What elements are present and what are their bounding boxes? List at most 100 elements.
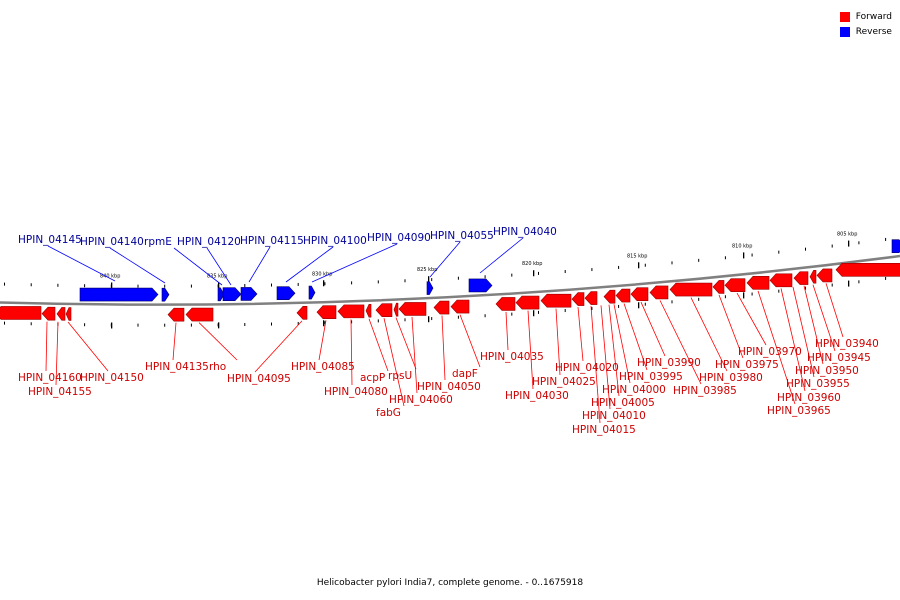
forward-gene-label: HPIN_03990 [637, 357, 701, 369]
forward-gene-arrow [816, 268, 833, 283]
major-tick [323, 280, 325, 287]
leader-line [350, 319, 353, 386]
minor-tick [831, 283, 833, 287]
minor-tick [4, 282, 5, 286]
minor-tick [511, 312, 513, 316]
forward-gene-label: HPIN_03985 [673, 385, 737, 397]
scale-tick-label: 820 kbp [522, 261, 542, 267]
major-tick [638, 262, 640, 269]
leader-line [555, 308, 561, 376]
forward-gene-label: HPIN_04050 [417, 381, 481, 393]
leader-line [109, 247, 166, 284]
minor-tick [30, 322, 32, 326]
leader-line [479, 237, 524, 274]
minor-tick [190, 284, 192, 288]
leader-line [690, 297, 728, 372]
leader-line [285, 246, 334, 283]
forward-gene-label: HPIN_03965 [767, 405, 831, 417]
leader-line [55, 321, 59, 386]
reverse-gene-label: HPIN_04100 [303, 235, 367, 247]
major-tick [848, 280, 850, 287]
leader-line [395, 317, 417, 370]
forward-gene-arrow [835, 262, 900, 277]
forward-gene-label: HPIN_04095 [227, 373, 291, 385]
minor-tick [805, 247, 806, 251]
forward-gene-label: HPIN_04000 [602, 384, 666, 396]
minor-tick [297, 282, 299, 286]
leader-line [718, 294, 744, 359]
major-tick [218, 282, 220, 289]
minor-tick [671, 300, 673, 304]
minor-tick [377, 280, 379, 284]
gene-features [0, 239, 900, 322]
forward-gene-arrow [495, 297, 516, 311]
minor-tick [324, 321, 326, 325]
minor-tick [618, 265, 620, 269]
reverse-gene-arrow [891, 239, 900, 253]
leader-line [600, 305, 611, 410]
reverse-gene-arrow [308, 285, 316, 300]
minor-tick [698, 258, 700, 262]
leader-line [736, 292, 767, 346]
forward-gene-arrow [41, 306, 56, 321]
minor-tick [57, 283, 59, 287]
leader-line [248, 246, 271, 283]
leader-line [505, 311, 509, 351]
minor-tick [271, 283, 272, 287]
forward-gene-arrow [393, 302, 399, 317]
legend: Forward Reverse [839, 9, 892, 39]
forward-gene-arrow [0, 306, 42, 320]
leader-line [173, 247, 223, 286]
forward-gene-label: HPIN_04025 [532, 376, 596, 388]
minor-tick [778, 289, 780, 293]
scale-tick-label: 810 kbp [732, 243, 752, 249]
forward-gene-label: HPIN_03970 [738, 346, 802, 358]
reverse-gene-arrow [240, 287, 258, 301]
forward-gene-label: HPIN_04135 [145, 361, 209, 373]
minor-tick [84, 323, 86, 327]
leader-line [318, 320, 327, 361]
major-tick [638, 302, 640, 309]
minor-tick [271, 322, 272, 326]
forward-gene-arrow [584, 291, 598, 305]
minor-tick [538, 310, 539, 314]
minor-tick [297, 321, 299, 325]
forward-gene-label: HPIN_04150 [80, 372, 144, 384]
leader-line [590, 306, 601, 424]
minor-tick [190, 323, 192, 327]
forward-gene-arrow [337, 304, 365, 319]
minor-tick [404, 279, 406, 283]
forward-gene-label: HPIN_04010 [582, 410, 646, 422]
forward-gene-arrow [724, 278, 746, 293]
forward-gene-label: HPIN_04155 [28, 386, 92, 398]
leader-line [792, 286, 815, 378]
leader-line [812, 284, 836, 352]
forward-gene-label: dapF [452, 368, 478, 380]
forward-gene-arrow [712, 280, 725, 294]
forward-gene-arrow [167, 307, 185, 322]
leader-line [577, 307, 584, 362]
minor-tick [511, 273, 513, 277]
minor-tick [831, 244, 833, 248]
minor-tick [164, 284, 166, 288]
legend-item-forward: Forward [839, 9, 892, 24]
minor-tick [858, 280, 860, 284]
forward-gene-label: fabG [376, 407, 401, 419]
minor-tick [164, 323, 166, 327]
minor-tick [751, 292, 753, 296]
scale-ticks: 805 kbp 810 kbp 815 kbp 820 kbp 825 kbp 830 k… [4, 232, 887, 329]
minor-tick [431, 278, 433, 282]
minor-tick [351, 281, 353, 285]
scale-tick-label: 840 kbp [100, 273, 120, 279]
leader-line [206, 247, 232, 286]
leader-line [527, 310, 534, 390]
leader-line [803, 285, 824, 365]
major-tick [218, 322, 220, 329]
minor-tick [137, 323, 139, 327]
forward-gene-label: HPIN_04005 [591, 397, 655, 409]
scale-tick-label: 825 kbp [417, 267, 437, 273]
leader-line [254, 320, 303, 373]
minor-tick [457, 315, 459, 319]
minor-tick [564, 309, 566, 313]
minor-tick [377, 319, 379, 323]
